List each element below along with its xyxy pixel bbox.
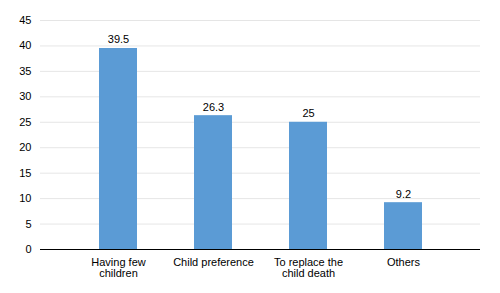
- svg-text:Having fewchildren: Having fewchildren: [91, 256, 145, 279]
- svg-text:30: 30: [19, 90, 31, 102]
- svg-text:9.2: 9.2: [396, 188, 411, 200]
- svg-text:39.5: 39.5: [108, 33, 129, 45]
- svg-text:Child preference: Child preference: [173, 256, 254, 268]
- svg-text:45: 45: [19, 14, 31, 26]
- svg-text:15: 15: [19, 167, 31, 179]
- svg-text:10: 10: [19, 192, 31, 204]
- svg-text:20: 20: [19, 141, 31, 153]
- svg-text:26.3: 26.3: [203, 101, 224, 113]
- svg-text:40: 40: [19, 39, 31, 51]
- svg-text:To replace thechild death: To replace thechild death: [274, 256, 343, 279]
- svg-text:0: 0: [25, 243, 31, 255]
- svg-text:25: 25: [302, 107, 314, 119]
- svg-text:25: 25: [19, 116, 31, 128]
- svg-text:Others: Others: [387, 256, 421, 268]
- svg-text:5: 5: [25, 218, 31, 230]
- svg-text:35: 35: [19, 65, 31, 77]
